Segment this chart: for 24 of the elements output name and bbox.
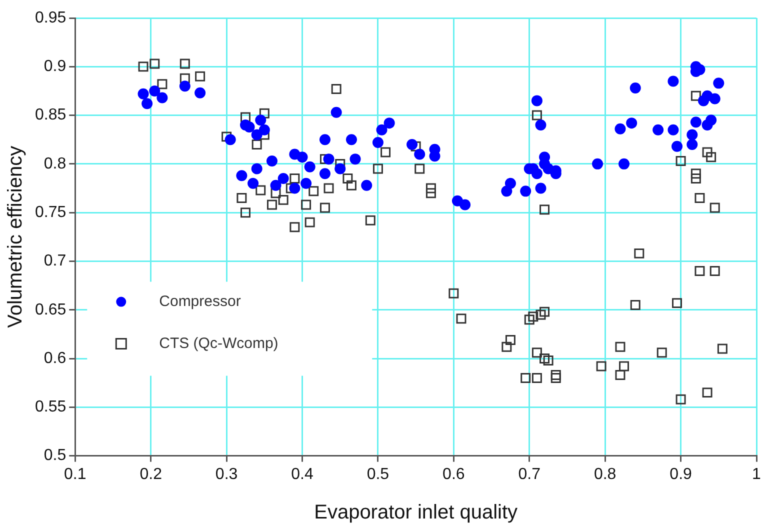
y-tick-label: 0.95: [35, 9, 66, 26]
y-tick-label: 0.8: [44, 155, 66, 172]
x-tick-label: 0.1: [64, 466, 86, 483]
y-tick-label: 0.9: [44, 58, 66, 76]
x-tick-label: 0.6: [442, 466, 465, 483]
x-tick-label: 0.9: [670, 466, 692, 483]
y-tick-label: 0.75: [35, 204, 66, 221]
x-tick-label: 0.3: [215, 466, 238, 483]
x-tick-label: 1: [752, 466, 762, 483]
x-tick-label: 0.2: [140, 466, 162, 483]
x-tick-label: 0.7: [518, 466, 541, 483]
x-axis-title: Evaporator inlet quality: [314, 502, 518, 524]
y-axis-title: Volumetric efficiency: [4, 146, 27, 328]
legend-label: Compressor: [159, 292, 241, 310]
legend-label: CTS (Qc-Wcomp): [159, 334, 278, 352]
y-tick-label: 0.6: [44, 350, 66, 367]
y-tick-label: 0.5: [44, 447, 66, 464]
x-tick-label: 0.4: [291, 466, 314, 483]
y-tick-label: 0.85: [35, 106, 66, 124]
x-tick-label: 0.8: [594, 466, 616, 483]
y-tick-label: 0.55: [35, 398, 66, 416]
x-tick-label: 0.5: [366, 466, 390, 483]
y-tick-label: 0.7: [44, 252, 66, 270]
y-tick-label: 0.65: [35, 301, 66, 318]
